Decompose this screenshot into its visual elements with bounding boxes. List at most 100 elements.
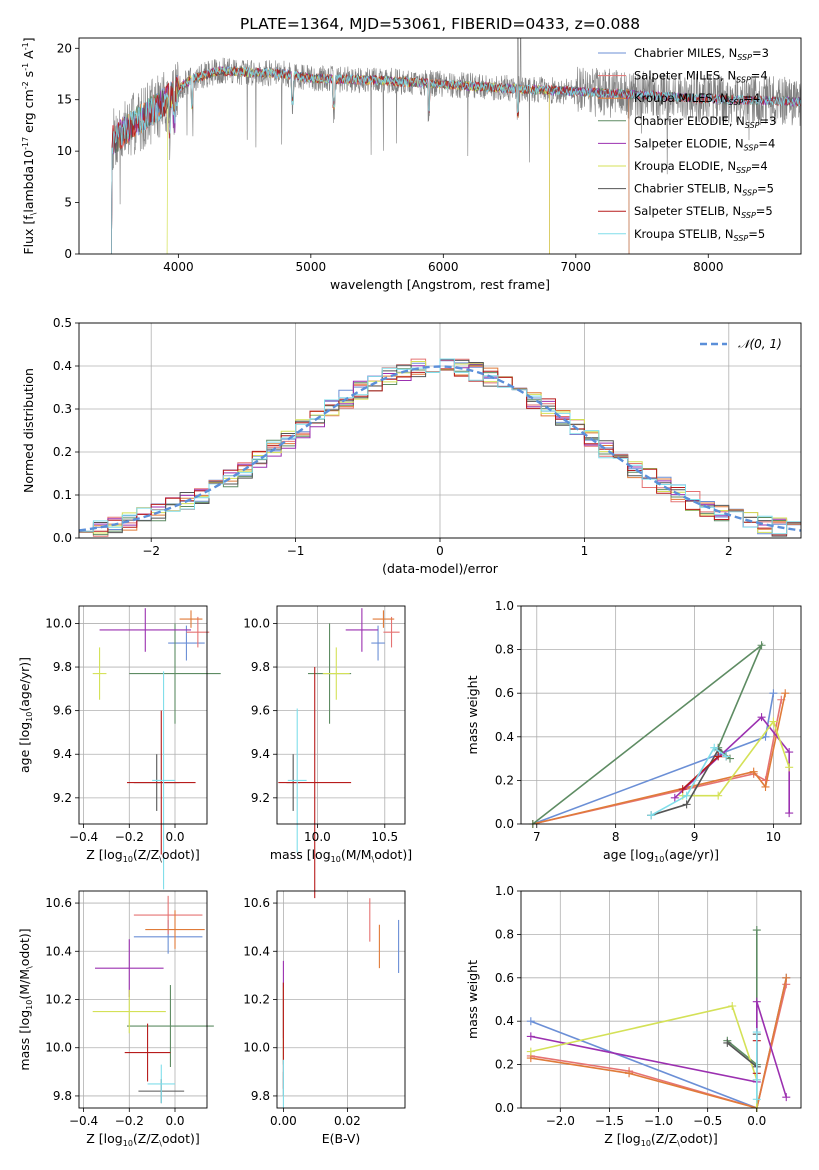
y-tick-label: 9.4 bbox=[53, 747, 72, 761]
x-tick-label: 0.00 bbox=[270, 1114, 297, 1128]
axes-frame bbox=[276, 890, 406, 1109]
weight-marker bbox=[757, 641, 766, 650]
y-tick-label: 9.4 bbox=[251, 747, 270, 761]
x-axis-label-part: odot)] bbox=[162, 1131, 200, 1146]
x-tick-label: −0.4 bbox=[69, 1114, 98, 1128]
weight-marker bbox=[757, 713, 766, 722]
plot-area-age_vs_Z bbox=[92, 608, 221, 890]
legend-label-eq: =4 bbox=[751, 69, 768, 83]
y-tick-label: 0.8 bbox=[495, 643, 514, 657]
x-axis-label-part: E(B-V) bbox=[322, 1131, 361, 1146]
x-axis-label-part: Z [log bbox=[86, 847, 122, 862]
legend-label-eq: =4 bbox=[758, 136, 775, 150]
legend-label-7: Salpeter STELIB, NSSP=5 bbox=[634, 204, 773, 220]
weight-line-0 bbox=[532, 693, 775, 825]
legend-label-text: Chabrier STELIB, N bbox=[634, 182, 742, 196]
axes-frame bbox=[520, 890, 802, 1109]
x-axis-label: Z [log10(Z/Z\odot)] bbox=[86, 1131, 199, 1148]
y-tick-label: 10.0 bbox=[243, 1041, 270, 1055]
panel-spectrum: 4000 5000 6000 7000 8000 0 5 10 15 20 wavelength [… bbox=[21, 37, 802, 292]
x-tick-label: 9 bbox=[691, 830, 699, 844]
normal-reference-curve bbox=[78, 365, 802, 532]
observed-spectrum-line bbox=[111, 38, 801, 205]
panel-mass_vs_Z: −0.4 −0.2 0.09.810.010.210.410.6Z [log10(Z… bbox=[17, 890, 214, 1148]
y-axis-label-part: Flux [f bbox=[21, 215, 36, 255]
weight-marker bbox=[752, 926, 761, 935]
weight-marker bbox=[769, 689, 778, 698]
y-axis-label: mass weight bbox=[465, 675, 480, 754]
x-axis-label-part: 10 bbox=[654, 855, 664, 864]
legend-label-text: Salpeter ELODIE, N bbox=[634, 136, 744, 150]
weight-marker bbox=[526, 1032, 535, 1041]
y-tick-label: 0.0 bbox=[53, 531, 72, 545]
y-tick-label: 0.6 bbox=[495, 686, 514, 700]
weight-marker bbox=[722, 752, 731, 761]
x-axis-label-part: odot)] bbox=[680, 1131, 718, 1146]
x-tick-label: 7 bbox=[533, 830, 541, 844]
axes-frame bbox=[276, 605, 406, 825]
legend-label-4: Salpeter ELODIE, NSSP=4 bbox=[634, 136, 775, 152]
weight-marker bbox=[682, 791, 691, 800]
legend-label-sub: SSP bbox=[742, 189, 757, 198]
legend-label-sub: SSP bbox=[744, 143, 759, 152]
x-axis-label-part: odot)] bbox=[162, 847, 200, 862]
y-tick-label: 1.0 bbox=[495, 599, 514, 613]
y-tick-label: 0.3 bbox=[53, 402, 72, 416]
y-tick-label: 10.4 bbox=[45, 944, 72, 958]
y-tick-label: 10.0 bbox=[45, 1041, 72, 1055]
x-tick-label: −2.0 bbox=[546, 1114, 575, 1128]
x-axis-label-part: \ bbox=[677, 1139, 680, 1148]
panel-mass_vs_ebv: 0.00 0.02 9.8 10.0 10.2 10.4 10.6 E(B-V) bbox=[243, 890, 406, 1146]
x-axis-label-part: (Z/Z bbox=[651, 1131, 677, 1146]
plot-area-residuals bbox=[78, 358, 802, 537]
y-axis-label: mass weight bbox=[465, 960, 480, 1039]
legend-label-eq: =5 bbox=[748, 227, 765, 241]
y-tick-label: 0 bbox=[64, 247, 72, 261]
y-tick-label: 9.2 bbox=[53, 791, 72, 805]
x-axis-label-part: \ bbox=[372, 855, 375, 864]
legend-label-sub: SSP bbox=[745, 121, 760, 130]
legend-label-text: Salpeter STELIB, N bbox=[634, 204, 741, 218]
x-axis-label-part: \ bbox=[159, 855, 162, 864]
y-tick-label: 10.0 bbox=[243, 616, 270, 630]
weight-marker bbox=[647, 811, 656, 820]
weight-marker bbox=[670, 793, 679, 802]
x-tick-label: −0.2 bbox=[115, 1114, 144, 1128]
legend-label-sub: SSP bbox=[741, 211, 756, 220]
x-tick-label: 0.0 bbox=[747, 1114, 766, 1128]
x-tick-label: 10.5 bbox=[371, 830, 398, 844]
weight-marker bbox=[781, 689, 790, 698]
y-axis-label: Flux [f\lambda10-17 erg cm-2 s-1 A-1] bbox=[21, 37, 38, 254]
weight-marker bbox=[761, 782, 770, 791]
x-tick-label: 1 bbox=[581, 544, 589, 558]
panel-age_vs_mass: 10.0 10.5 9.2 9.4 9.6 9.8 10.0 mass [log10(M/M\… bbox=[243, 605, 412, 899]
legend-label-5: Kroupa ELODIE, NSSP=4 bbox=[634, 159, 768, 175]
x-axis-label: Z [log10(Z/Z\odot)] bbox=[86, 847, 199, 864]
y-axis-label: Normed distribution bbox=[21, 368, 36, 493]
weight-line-1 bbox=[532, 699, 783, 825]
y-axis-label-part: -1 bbox=[21, 42, 30, 50]
x-tick-label: −1 bbox=[287, 544, 305, 558]
y-axis-label-part: -2 bbox=[21, 81, 30, 89]
y-axis-label-part: (age/yr)] bbox=[17, 657, 32, 712]
x-axis-label: E(B-V) bbox=[322, 1131, 361, 1146]
x-tick-label: −0.5 bbox=[693, 1114, 722, 1128]
y-axis-label-part: mass weight bbox=[465, 960, 480, 1039]
y-tick-label: 0.8 bbox=[495, 927, 514, 941]
x-axis-label-part: wavelength [Angstrom, rest frame] bbox=[330, 277, 550, 292]
y-axis-label-part: mass [log bbox=[17, 1010, 32, 1071]
weight-marker bbox=[526, 1047, 535, 1056]
x-axis-label: (data-model)/error bbox=[382, 561, 499, 576]
legend-label-sub: SSP bbox=[729, 98, 744, 107]
weight-marker bbox=[723, 1038, 732, 1047]
x-tick-label: 0.0 bbox=[165, 1114, 184, 1128]
plot-area-mass_vs_Z bbox=[92, 895, 214, 1104]
plot-area-weight_vs_age bbox=[528, 641, 794, 828]
x-axis-label-part: (age/yr)] bbox=[664, 847, 719, 862]
y-tick-label: 10.2 bbox=[45, 993, 72, 1007]
legend-label-text: Chabrier ELODIE, N bbox=[634, 114, 745, 128]
legend-label-sub: SSP bbox=[736, 76, 751, 85]
x-axis-label: Z [log10(Z/Z\odot)] bbox=[604, 1131, 717, 1148]
panel-age_vs_Z: −0.4 −0.2 0.09.29.49.69.810.0Z [log10(Z/Z\… bbox=[17, 605, 221, 890]
y-axis-label-part: -17 bbox=[21, 137, 30, 150]
